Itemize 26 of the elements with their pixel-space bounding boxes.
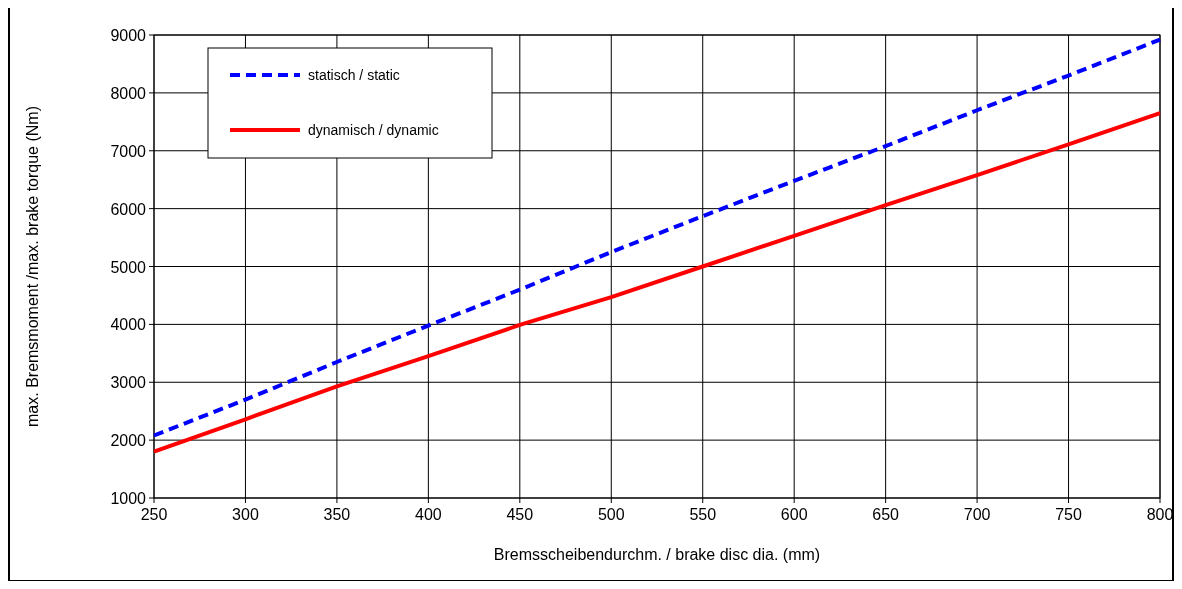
x-tick-label: 550 <box>689 506 717 523</box>
x-tick-label: 600 <box>780 506 808 523</box>
x-axis-title: Bremsscheibendurchm. / brake disc dia. (mm) <box>493 546 821 563</box>
y-tick-label: 7000 <box>110 142 147 160</box>
y-tick-label: 2000 <box>110 432 147 450</box>
x-tick-label: 500 <box>597 506 625 523</box>
x-tick-label: 750 <box>1055 506 1082 523</box>
x-tick-label: 300 <box>232 506 259 523</box>
y-tick-label: 9000 <box>110 27 147 44</box>
y-tick-label: 5000 <box>110 258 147 276</box>
x-tick-label: 350 <box>323 506 351 523</box>
x-tick-label: 650 <box>872 506 900 523</box>
x-tick-label: 400 <box>415 506 442 523</box>
y-tick-label: 1000 <box>110 490 147 507</box>
legend-label: dynamisch / dynamic <box>308 122 439 138</box>
y-tick-label: 4000 <box>110 316 147 334</box>
x-tick-label: 800 <box>1146 506 1174 523</box>
x-tick-label: 450 <box>506 506 534 523</box>
x-tick-label: 700 <box>963 506 991 523</box>
line-series <box>152 111 1162 454</box>
y-axis-title: max. Bremsmoment /max. brake torque (Nm) <box>24 106 41 427</box>
y-tick-label: 3000 <box>110 374 147 392</box>
y-tick-label: 6000 <box>110 200 147 218</box>
legend-label: statisch / static <box>308 67 400 83</box>
y-tick-label: 8000 <box>110 84 147 102</box>
x-tick-label: 250 <box>140 506 168 523</box>
